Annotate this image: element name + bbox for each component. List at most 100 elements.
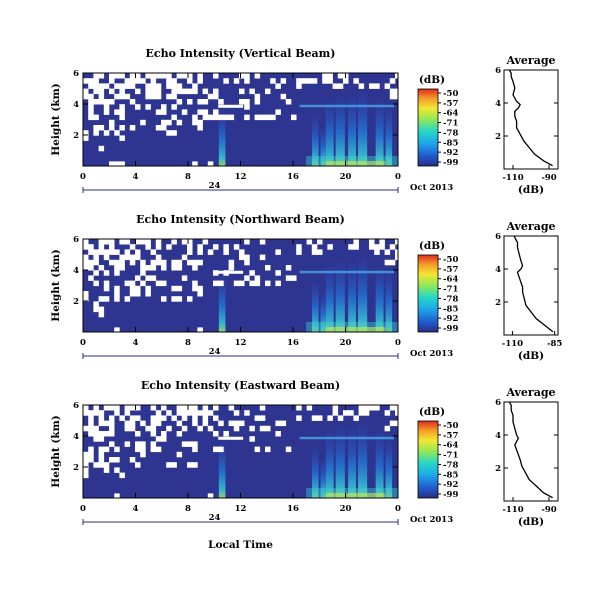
missing-data-cell	[389, 244, 396, 250]
missing-data-cell	[88, 457, 94, 463]
missing-data-cell	[213, 270, 219, 276]
missing-data-cell	[353, 239, 359, 245]
x-tick-label: 12	[235, 504, 247, 514]
missing-data-cell	[155, 415, 162, 421]
missing-data-cell	[223, 431, 229, 437]
missing-data-cell	[197, 327, 203, 332]
missing-data-cell	[135, 291, 141, 297]
missing-data-cell	[119, 135, 125, 141]
missing-data-cell	[150, 259, 157, 266]
surface-echo-peak	[325, 327, 385, 332]
missing-data-cell	[129, 291, 136, 297]
date-suffix: Oct 2013	[410, 349, 453, 359]
missing-data-cell	[103, 462, 110, 468]
missing-data-cell	[93, 130, 99, 136]
missing-data-cell	[254, 73, 261, 79]
echo-plume	[335, 96, 345, 166]
missing-data-cell	[103, 109, 110, 115]
missing-data-cell	[202, 109, 209, 115]
missing-data-cell	[202, 88, 209, 95]
missing-data-cell	[83, 239, 89, 245]
date-suffix: Oct 2013	[410, 183, 453, 193]
missing-data-cell	[249, 88, 255, 95]
missing-data-cell	[233, 280, 240, 287]
missing-data-cell	[98, 420, 105, 427]
missing-data-cell	[358, 83, 365, 89]
y-tick-label: 4	[73, 432, 79, 442]
missing-data-cell	[171, 114, 177, 121]
missing-data-cell	[192, 265, 198, 271]
missing-data-cell	[140, 441, 146, 447]
missing-data-cell	[332, 410, 339, 416]
heatmap-title: Echo Intensity (Eastward Beam)	[141, 379, 340, 392]
missing-data-cell	[88, 265, 94, 271]
missing-data-cell	[259, 415, 266, 421]
echo-heatmap	[83, 239, 398, 332]
missing-data-cell	[176, 431, 183, 437]
missing-data-cell	[285, 275, 292, 281]
missing-data-cell	[109, 457, 115, 463]
avg-x-tick-label: -90	[541, 505, 556, 515]
colorbar-tick-label: -64	[443, 275, 458, 285]
y-tick-label: 6	[73, 235, 79, 245]
missing-data-cell	[311, 415, 318, 421]
missing-data-cell	[150, 88, 157, 95]
missing-data-cell	[285, 446, 292, 453]
echo-plume	[312, 448, 319, 498]
missing-data-cell	[98, 83, 105, 89]
missing-data-cell	[166, 119, 172, 126]
missing-data-cell	[389, 420, 396, 427]
missing-data-cell	[140, 239, 146, 245]
missing-data-cell	[395, 249, 398, 255]
missing-data-cell	[124, 249, 131, 255]
missing-data-cell	[202, 405, 209, 411]
missing-data-cell	[83, 254, 89, 261]
missing-data-cell	[369, 405, 375, 411]
missing-data-cell	[155, 410, 162, 416]
missing-data-cell	[166, 130, 172, 136]
colorbar-tick-label: -78	[443, 294, 458, 304]
missing-data-cell	[322, 73, 328, 79]
x-tick-label: 4	[133, 172, 139, 182]
missing-data-cell	[187, 259, 193, 266]
missing-data-cell	[124, 83, 131, 89]
x-tick-label: 16	[287, 504, 299, 514]
missing-data-cell	[171, 239, 177, 245]
missing-data-cell	[176, 259, 183, 266]
missing-data-cell	[109, 239, 115, 245]
missing-data-cell	[166, 462, 172, 468]
missing-data-cell	[213, 405, 219, 411]
missing-data-cell	[187, 78, 193, 84]
colorbar	[417, 88, 439, 167]
missing-data-cell	[155, 244, 162, 250]
missing-data-cell	[171, 462, 177, 468]
missing-data-cell	[306, 405, 313, 411]
missing-data-cell	[150, 93, 157, 100]
missing-data-cell	[166, 410, 172, 416]
missing-data-cell	[119, 259, 125, 266]
missing-data-cell	[181, 441, 188, 447]
missing-data-cell	[98, 457, 105, 463]
missing-data-cell	[93, 78, 99, 84]
missing-data-cell	[192, 420, 198, 427]
missing-data-cell	[395, 88, 398, 95]
missing-data-cell	[88, 431, 94, 437]
missing-data-cell	[103, 130, 110, 136]
missing-data-cell	[119, 83, 125, 89]
missing-data-cell	[98, 244, 105, 250]
missing-data-cell	[119, 88, 125, 95]
missing-data-cell	[83, 259, 89, 266]
missing-data-cell	[176, 405, 183, 411]
average-frame	[503, 69, 559, 170]
missing-data-cell	[155, 239, 162, 245]
missing-data-cell	[181, 73, 188, 79]
echo-plume	[320, 128, 326, 166]
missing-data-cell	[155, 83, 162, 89]
echo-plume	[348, 263, 356, 332]
missing-data-cell	[135, 249, 141, 255]
average-title: Average	[505, 220, 555, 233]
missing-data-cell	[88, 78, 94, 84]
y-axis-label: Height (km)	[50, 415, 62, 487]
missing-data-cell	[161, 431, 167, 437]
missing-data-cell	[228, 265, 235, 271]
